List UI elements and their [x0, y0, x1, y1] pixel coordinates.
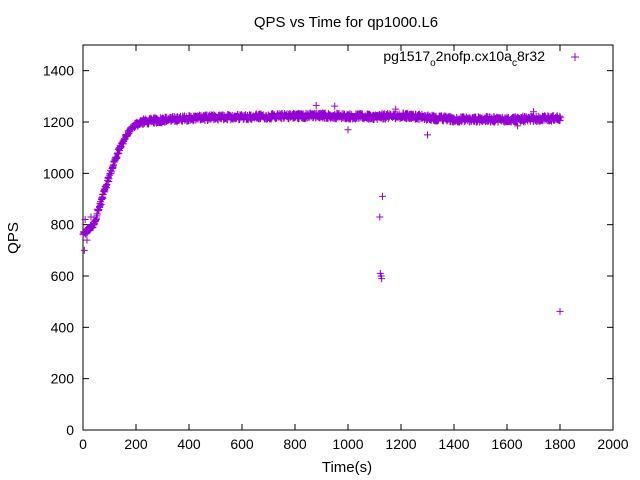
- chart-title: QPS vs Time for qp1000.L6: [254, 14, 438, 31]
- data-point-outlier: [378, 275, 386, 283]
- x-tick-label: 1200: [385, 436, 416, 452]
- data-point-outlier: [80, 246, 88, 254]
- axis-ticks: 0 200 400 600 800 1000 1200 1400 1600 1800 2000 0 20…: [43, 45, 629, 452]
- legend-subscript: c: [512, 58, 517, 69]
- x-tick-label: 1800: [544, 436, 575, 452]
- data-point: [104, 174, 112, 182]
- x-axis-label: Time(s): [322, 459, 372, 476]
- plot-area-border: [82, 44, 614, 431]
- legend-segment: 2nofp.cx10a: [436, 48, 512, 64]
- data-point-outlier: [87, 213, 95, 221]
- x-tick-label: 1000: [332, 436, 363, 452]
- y-tick-label: 1400: [43, 63, 74, 79]
- data-points: [79, 101, 564, 315]
- x-tick-label: 1600: [491, 436, 522, 452]
- data-point: [97, 201, 105, 209]
- y-tick-label: 1200: [43, 114, 74, 130]
- x-tick-label: 2000: [597, 436, 628, 452]
- data-point: [90, 221, 98, 229]
- data-point-outlier: [344, 126, 352, 134]
- legend-segment: 8r32: [517, 48, 545, 64]
- data-point-outlier: [556, 307, 564, 315]
- y-tick-label: 600: [51, 268, 75, 284]
- data-point: [117, 144, 125, 152]
- data-point-outlier: [424, 131, 431, 139]
- y-tick-label: 0: [66, 422, 74, 438]
- x-tick-label: 1400: [438, 436, 469, 452]
- legend: pg1517o2nofp.cx10ac8r32: [383, 48, 579, 69]
- data-point-outlier: [83, 236, 91, 244]
- data-point: [125, 129, 133, 137]
- data-point: [105, 175, 113, 183]
- x-tick-label: 600: [230, 436, 254, 452]
- data-point-outlier: [376, 213, 384, 221]
- data-point-outlier: [530, 108, 537, 116]
- data-point: [124, 131, 132, 139]
- legend-label: pg1517o2nofp.cx10ac8r32: [383, 48, 545, 69]
- data-point-outlier: [514, 122, 522, 130]
- legend-segment: pg1517: [383, 48, 430, 64]
- data-point-outlier: [94, 205, 102, 213]
- data-point-outlier: [312, 101, 320, 109]
- x-tick-label: 200: [124, 436, 148, 452]
- data-point-outlier: [81, 216, 89, 224]
- x-tick-label: 400: [177, 436, 201, 452]
- y-tick-label: 200: [51, 371, 75, 387]
- legend-marker-plus: [571, 53, 579, 61]
- x-tick-label: 800: [283, 436, 307, 452]
- data-point-outlier: [378, 192, 386, 200]
- data-point: [556, 113, 564, 121]
- y-tick-label: 800: [51, 217, 75, 233]
- y-tick-label: 400: [51, 319, 75, 335]
- y-axis-label: QPS: [5, 222, 22, 254]
- y-tick-label: 1000: [43, 165, 74, 181]
- legend-subscript: o: [430, 58, 436, 69]
- data-point-outlier: [331, 102, 339, 110]
- legend-plus-mark: [571, 53, 579, 61]
- x-tick-label: 0: [79, 436, 87, 452]
- data-point-outlier: [392, 105, 400, 113]
